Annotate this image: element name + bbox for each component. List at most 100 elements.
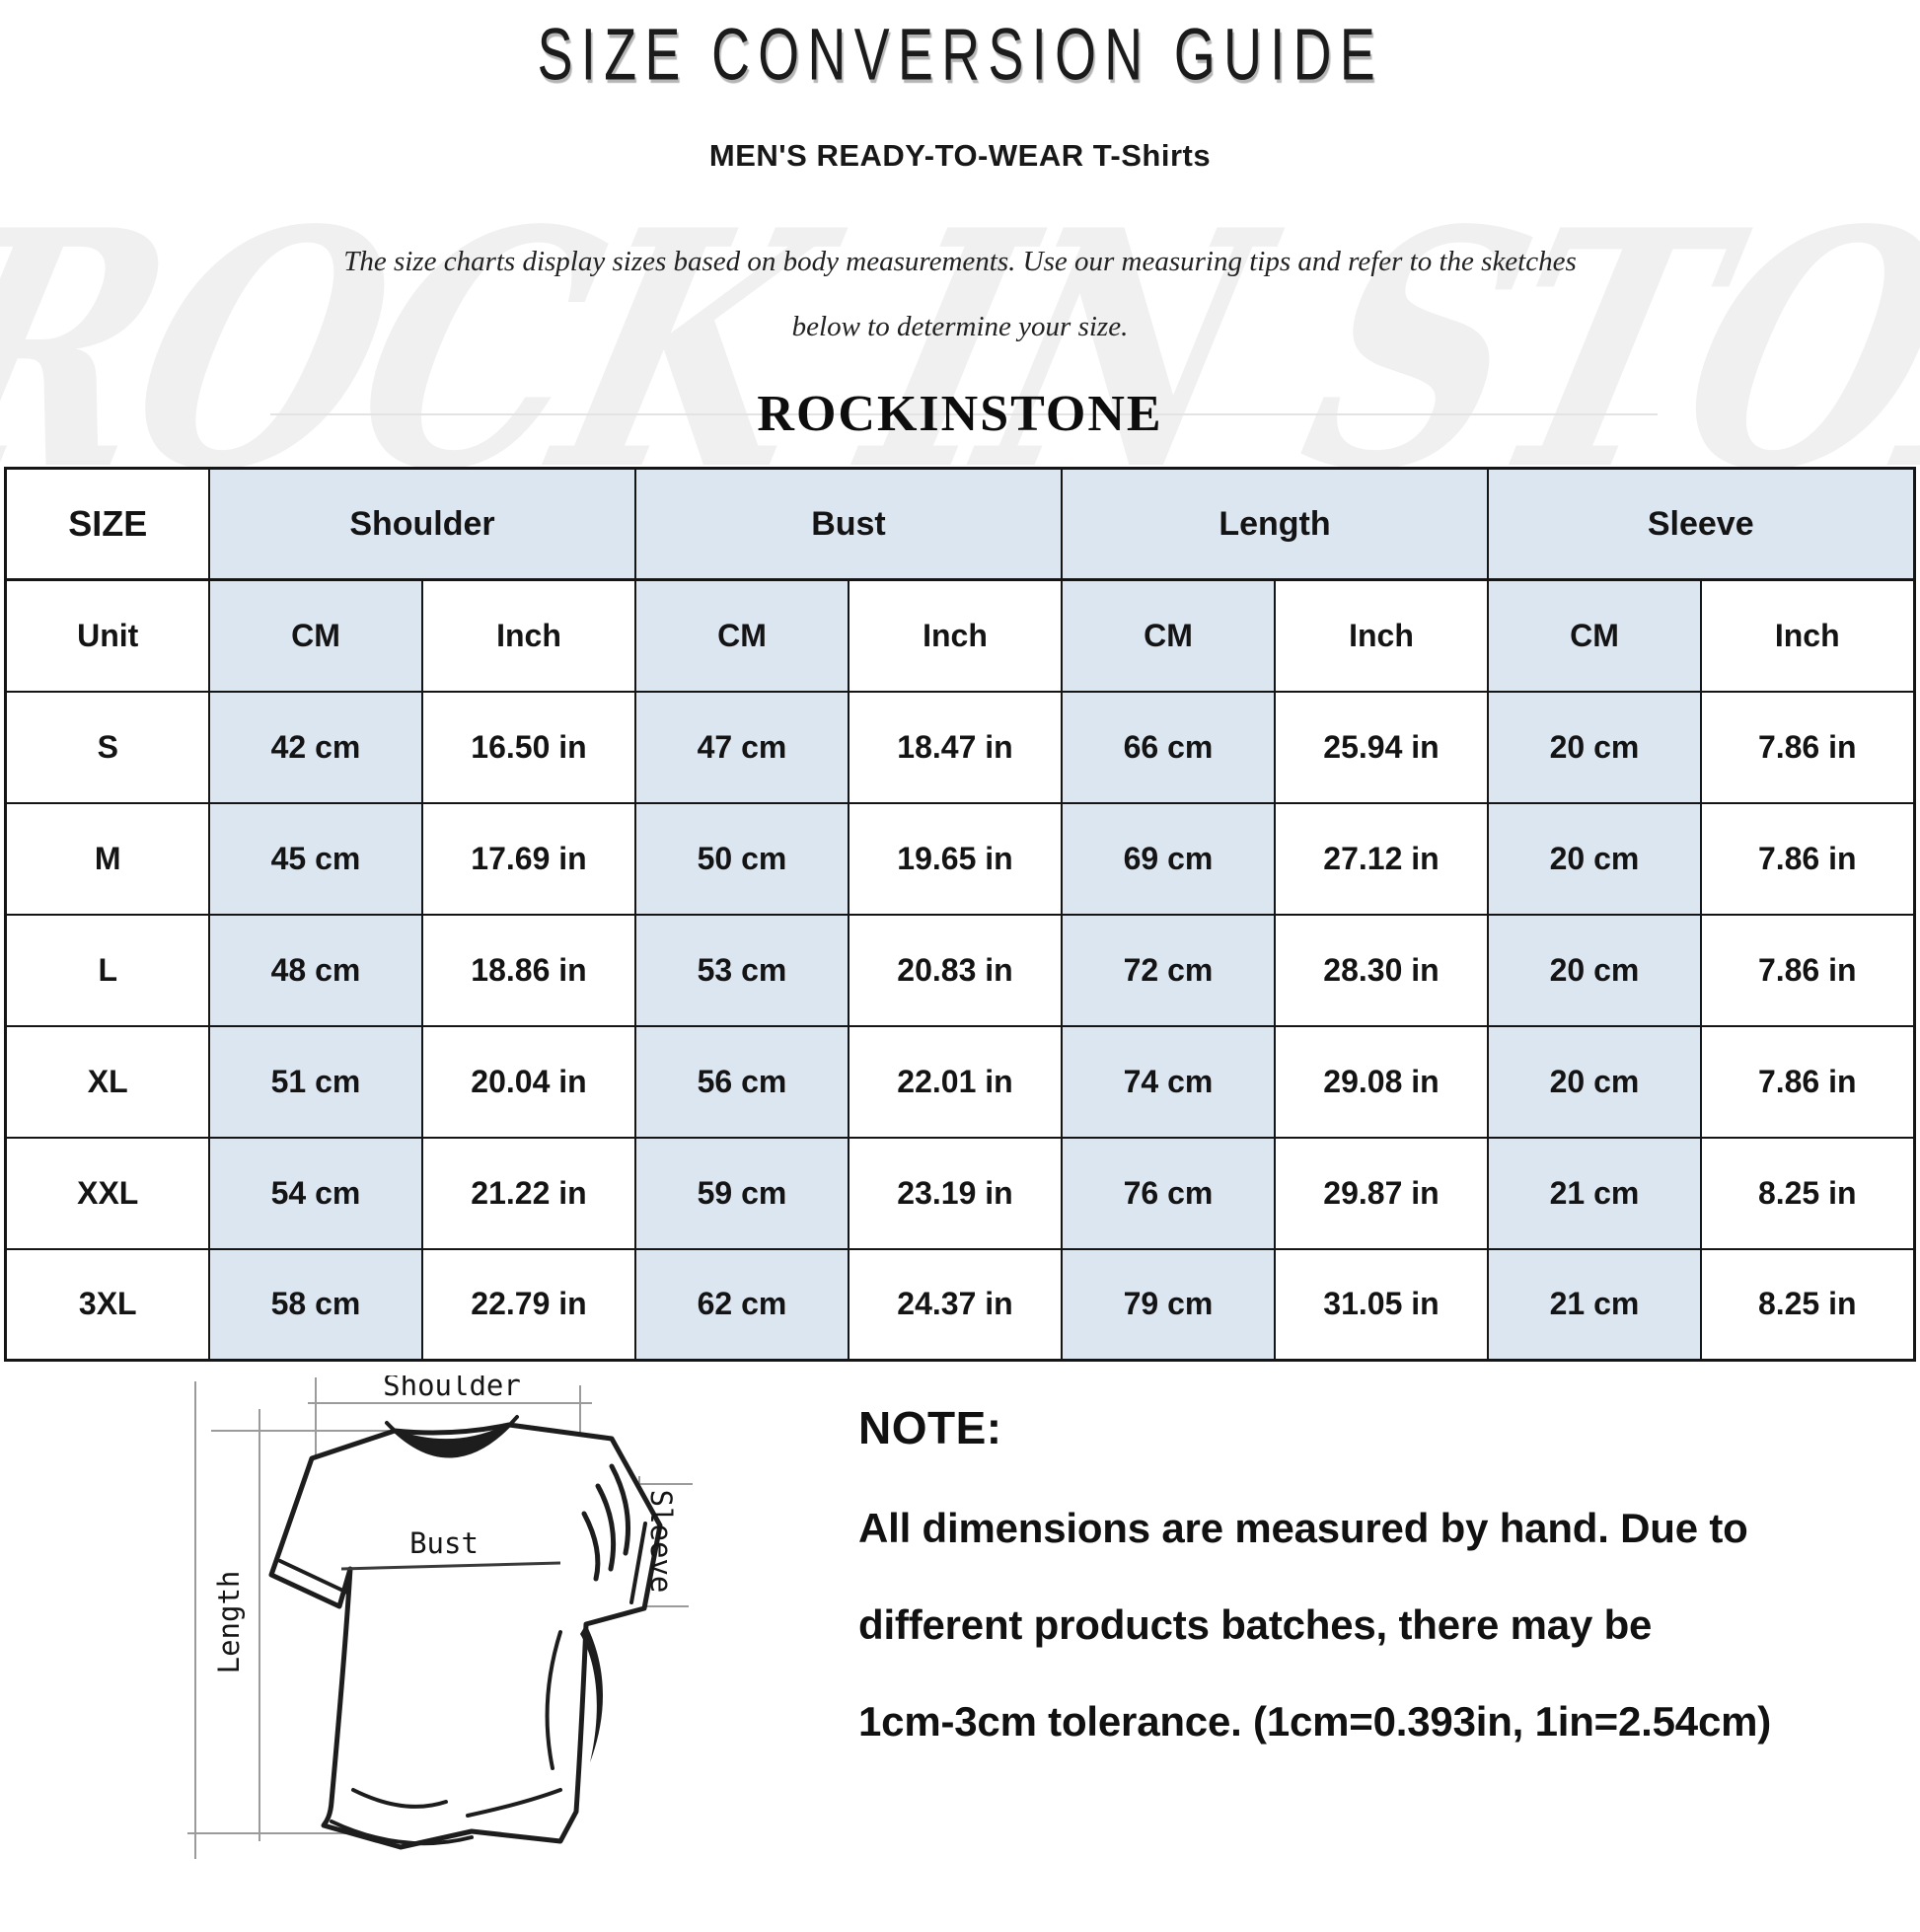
collar-outer-line: [385, 1415, 519, 1458]
size-cell: XL: [4, 1024, 210, 1139]
intro-line-1: The size charts display sizes based on b…: [343, 246, 1577, 277]
diagram-length-label: Length: [212, 1571, 246, 1674]
unit-label-cell: Unit: [4, 578, 210, 693]
value-cell: 53 cm: [633, 913, 849, 1027]
unit-cell-cm: CM: [633, 578, 849, 693]
value-cell: 7.86 in: [1699, 1024, 1916, 1139]
value-cell: 7.86 in: [1699, 690, 1916, 804]
value-cell: 20 cm: [1486, 801, 1702, 916]
value-cell: 20 cm: [1486, 690, 1702, 804]
value-cell: 72 cm: [1060, 913, 1276, 1027]
value-cell: 22.01 in: [847, 1024, 1063, 1139]
value-cell: 7.86 in: [1699, 913, 1916, 1027]
value-cell: 20.04 in: [420, 1024, 636, 1139]
side-shadow: [580, 1624, 603, 1762]
value-cell: 28.30 in: [1273, 913, 1489, 1027]
group-header-shoulder: Shoulder: [207, 467, 636, 581]
size-cell: S: [4, 690, 210, 804]
value-cell: 56 cm: [633, 1024, 849, 1139]
left-cuff-line: [278, 1559, 349, 1595]
bust-line: [340, 1561, 561, 1571]
value-cell: 20.83 in: [847, 913, 1063, 1027]
value-cell: 20 cm: [1486, 913, 1702, 1027]
value-cell: 18.47 in: [847, 690, 1063, 804]
unit-cell-inch: Inch: [1699, 578, 1916, 693]
brand-name: ROCKINSTONE: [757, 386, 1163, 442]
value-cell: 25.94 in: [1273, 690, 1489, 804]
note-line-2: different products batches, there may be: [858, 1601, 1653, 1648]
value-cell: 59 cm: [633, 1136, 849, 1250]
unit-row: Unit CM Inch CM Inch CM Inch CM Inch: [4, 578, 1916, 693]
value-cell: 79 cm: [1060, 1247, 1276, 1362]
intro-text: The size charts display sizes based on b…: [0, 229, 1920, 359]
bottom-section: Shoulder Bust Length Sleeve NOTE: All di…: [0, 1375, 1920, 1869]
value-cell: 69 cm: [1060, 801, 1276, 916]
value-cell: 62 cm: [633, 1247, 849, 1362]
size-table-body: S 42 cm 16.50 in 47 cm 18.47 in 66 cm 25.94 in…: [4, 690, 1916, 1362]
group-header-length: Length: [1060, 467, 1489, 581]
value-cell: 21 cm: [1486, 1247, 1702, 1362]
wrinkle-lines: [330, 1630, 562, 1846]
group-header-sleeve: Sleeve: [1486, 467, 1916, 581]
diagram-bust-label: Bust: [409, 1526, 479, 1560]
value-cell: 8.25 in: [1699, 1136, 1916, 1250]
value-cell: 23.19 in: [847, 1136, 1063, 1250]
value-cell: 8.25 in: [1699, 1247, 1916, 1362]
value-cell: 45 cm: [207, 801, 423, 916]
value-cell: 42 cm: [207, 690, 423, 804]
sleeve-hatching: [581, 1463, 631, 1582]
intro-line-2: below to determine your size.: [791, 311, 1129, 342]
size-cell: 3XL: [4, 1247, 210, 1362]
diagram-sleeve-label: Sleeve: [644, 1490, 678, 1594]
value-cell: 7.86 in: [1699, 801, 1916, 916]
unit-cell-cm: CM: [1486, 578, 1702, 693]
value-cell: 18.86 in: [420, 913, 636, 1027]
value-cell: 29.87 in: [1273, 1136, 1489, 1250]
note-line-1: All dimensions are measured by hand. Due…: [858, 1505, 1748, 1551]
value-cell: 66 cm: [1060, 690, 1276, 804]
diagram-shoulder-label: Shoulder: [383, 1375, 521, 1402]
value-cell: 31.05 in: [1273, 1247, 1489, 1362]
value-cell: 19.65 in: [847, 801, 1063, 916]
unit-cell-inch: Inch: [847, 578, 1063, 693]
size-cell: L: [4, 913, 210, 1027]
value-cell: 54 cm: [207, 1136, 423, 1250]
page-subtitle: MEN'S READY-TO-WEAR T-Shirts: [708, 138, 1212, 173]
value-cell: 20 cm: [1486, 1024, 1702, 1139]
page-title-text: SIZE CONVERSION GUIDE: [537, 13, 1383, 96]
value-cell: 47 cm: [633, 690, 849, 804]
page-title: SIZE CONVERSION GUIDE: [0, 12, 1920, 96]
unit-cell-inch: Inch: [420, 578, 636, 693]
size-row: L 48 cm 18.86 in 53 cm 20.83 in 72 cm 28.30 in…: [4, 913, 1916, 1027]
value-cell: 29.08 in: [1273, 1024, 1489, 1139]
size-row: XL 51 cm 20.04 in 56 cm 22.01 in 74 cm 29.08 i…: [4, 1024, 1916, 1139]
value-cell: 21 cm: [1486, 1136, 1702, 1250]
value-cell: 50 cm: [633, 801, 849, 916]
size-row: XXL 54 cm 21.22 in 59 cm 23.19 in 76 cm 29.87 …: [4, 1136, 1916, 1250]
unit-cell-cm: CM: [1060, 578, 1276, 693]
size-row: 3XL 58 cm 22.79 in 62 cm 24.37 in 79 cm 31.05 …: [4, 1247, 1916, 1362]
value-cell: 16.50 in: [420, 690, 636, 804]
value-cell: 58 cm: [207, 1247, 423, 1362]
divider-line: [270, 413, 1658, 415]
note-block: NOTE: All dimensions are measured by han…: [858, 1375, 1920, 1745]
note-line-3: 1cm-3cm tolerance. (1cm=0.393in, 1in=2.5…: [858, 1698, 1772, 1745]
note-heading: NOTE:: [858, 1402, 1002, 1453]
unit-cell-cm: CM: [207, 578, 423, 693]
right-cuff-line: [629, 1522, 647, 1604]
value-cell: 27.12 in: [1273, 801, 1489, 916]
value-cell: 24.37 in: [847, 1247, 1063, 1362]
size-column-header: SIZE: [4, 467, 210, 581]
value-cell: 51 cm: [207, 1024, 423, 1139]
value-cell: 76 cm: [1060, 1136, 1276, 1250]
size-cell: XXL: [4, 1136, 210, 1250]
value-cell: 74 cm: [1060, 1024, 1276, 1139]
tshirt-sketch: [268, 1415, 663, 1850]
tshirt-measurement-diagram: Shoulder Bust Length Sleeve: [187, 1375, 693, 1859]
size-row: M 45 cm 17.69 in 50 cm 19.65 in 69 cm 27.12 in…: [4, 801, 1916, 916]
value-cell: 21.22 in: [420, 1136, 636, 1250]
value-cell: 17.69 in: [420, 801, 636, 916]
size-table: SIZE Shoulder Bust Length Sleeve Unit CM…: [4, 467, 1916, 1362]
value-cell: 48 cm: [207, 913, 423, 1027]
size-cell: M: [4, 801, 210, 916]
